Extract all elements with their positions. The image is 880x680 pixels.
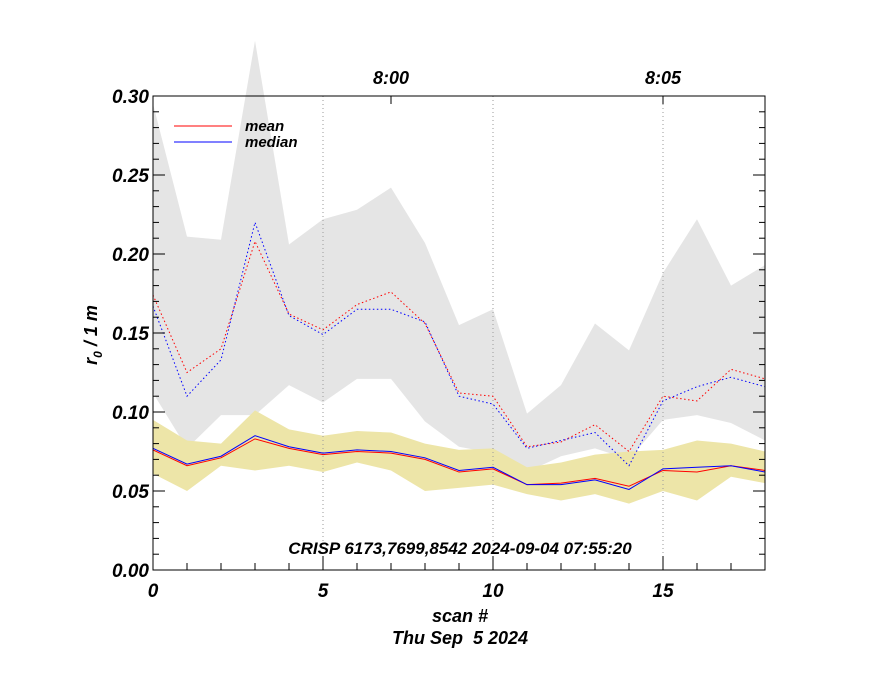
legend-label-mean: mean xyxy=(245,118,284,135)
series-median xyxy=(153,435,765,490)
x-tick-label: 10 xyxy=(482,581,504,602)
time-gridlines xyxy=(322,96,664,570)
top-tick-label: 8:05 xyxy=(645,68,682,88)
y-tick-label: 0.10 xyxy=(112,403,149,424)
series-median_dotted xyxy=(153,220,765,467)
y-label-r: r xyxy=(81,357,101,365)
y-tick-label: 0.05 xyxy=(112,482,149,503)
y-label-sub: 0 xyxy=(91,351,105,358)
svg-text:r0 / 1 m: r0 / 1 m xyxy=(81,305,105,365)
x-tick-label: 5 xyxy=(318,581,329,602)
y-axis-label: r0 / 1 m xyxy=(81,305,105,365)
axes: 0.00 0.05 0.10 0.15 0.20 0.25 0.30 0 5 10 15 8:00 8:… xyxy=(112,68,766,602)
y-tick-label: 0.00 xyxy=(112,561,149,582)
x-tick-label: 0 xyxy=(148,581,159,602)
chart-title: CRISP 6173,7699,8542 2024-09-04 07:55:20 xyxy=(288,539,632,558)
y-label-rest: / 1 m xyxy=(81,305,101,351)
band-gray_range xyxy=(153,40,765,473)
legend-label-median: median xyxy=(245,134,298,151)
series-mean xyxy=(153,438,765,487)
y-tick-label: 0.30 xyxy=(112,87,149,108)
y-tick-label: 0.20 xyxy=(112,245,149,266)
legend: mean median xyxy=(174,118,298,151)
y-tick-label: 0.25 xyxy=(112,166,149,187)
range-bands xyxy=(153,40,765,504)
y-tick-label: 0.15 xyxy=(112,324,149,345)
top-tick-label: 8:00 xyxy=(373,68,409,88)
data-series xyxy=(153,220,765,490)
x-tick-label: 15 xyxy=(652,581,674,602)
x-axis-label: scan # xyxy=(432,606,488,626)
band-yellow_range xyxy=(153,410,765,504)
date-label: Thu Sep 5 2024 xyxy=(392,628,528,648)
